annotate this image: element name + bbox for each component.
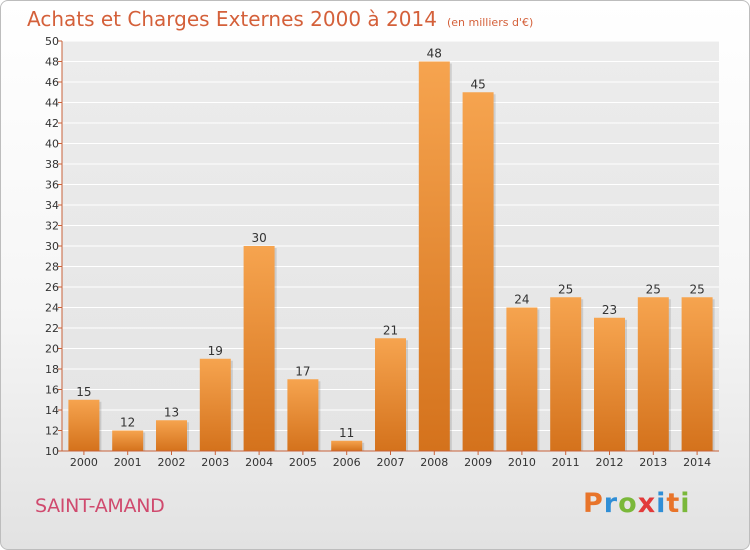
- bar-2002: [156, 420, 187, 451]
- data-label: 13: [164, 405, 179, 419]
- x-tick-label: 2007: [377, 456, 405, 469]
- data-label: 25: [558, 282, 573, 296]
- data-label: 15: [76, 385, 91, 399]
- bar-2009: [462, 92, 494, 451]
- chart-title: Achats et Charges Externes 2000 à 2014 (e…: [27, 7, 533, 31]
- bar-2014: [681, 297, 713, 451]
- data-label: 48: [427, 47, 442, 61]
- data-label: 24: [514, 293, 529, 307]
- x-tick-label: 2011: [552, 456, 580, 469]
- x-tick-label: 2003: [201, 456, 229, 469]
- bar-2000: [68, 399, 100, 451]
- y-tick-label: 42: [45, 117, 59, 130]
- x-tick-label: 2000: [70, 456, 98, 469]
- logo-letter: r: [603, 488, 619, 519]
- y-tick-label: 38: [45, 158, 59, 171]
- x-tick-label: 2005: [289, 456, 317, 469]
- y-tick-label: 20: [45, 343, 59, 356]
- bar-2004: [243, 246, 275, 451]
- x-tick-label: 2006: [333, 456, 361, 469]
- x-tick-label: 2001: [114, 456, 142, 469]
- x-tick-label: 2004: [245, 456, 273, 469]
- axes: 10 12 14 16 18 20 22 24 26 28 30 32 34 36 38 40 42 44 46 48…: [45, 35, 719, 469]
- y-tick-label: 34: [45, 199, 59, 212]
- data-label: 23: [602, 303, 617, 317]
- y-tick-label: 26: [45, 281, 59, 294]
- data-label: 12: [120, 416, 135, 430]
- data-label: 17: [295, 364, 310, 378]
- data-label: 25: [689, 282, 704, 296]
- bar-2001: [112, 430, 144, 451]
- logo-letter: t: [666, 488, 681, 519]
- y-tick-label: 18: [45, 363, 59, 376]
- data-label: 19: [208, 344, 223, 358]
- chart-unit: (en milliers d'€): [446, 16, 534, 29]
- logo-letter: x: [637, 488, 657, 519]
- x-tick-label: 2009: [464, 456, 492, 469]
- bar-2012: [594, 317, 625, 451]
- data-label: 30: [251, 231, 266, 245]
- y-tick-label: 14: [45, 404, 59, 417]
- y-tick-label: 10: [45, 445, 59, 458]
- x-tick-label: 2012: [596, 456, 624, 469]
- logo-letter: i: [680, 488, 691, 519]
- y-tick-label: 24: [45, 302, 59, 315]
- y-tick-label: 48: [45, 56, 59, 69]
- bar-2013: [637, 297, 669, 451]
- x-tick-label: 2013: [639, 456, 667, 469]
- x-tick-label: 2010: [508, 456, 536, 469]
- data-label: 21: [383, 323, 398, 337]
- y-tick-label: 16: [45, 384, 59, 397]
- x-tick-label: 2002: [158, 456, 186, 469]
- y-tick-label: 12: [45, 425, 59, 438]
- bar-2008: [418, 61, 450, 451]
- y-tick-label: 46: [45, 76, 59, 89]
- y-tick-label: 44: [45, 97, 59, 110]
- bar-2003: [199, 358, 231, 451]
- bar-2010: [506, 307, 538, 451]
- y-tick-label: 22: [45, 322, 59, 335]
- data-label: 25: [646, 282, 661, 296]
- logo-letter: P: [583, 488, 604, 519]
- place-name: SAINT-AMAND: [35, 495, 165, 517]
- bars: 15 12 13 19 30 17 11 21 48 45 24 25 23 25 25: [68, 47, 715, 451]
- chart-title-text: Achats et Charges Externes 2000 à 2014: [27, 7, 437, 31]
- logo-letter: o: [618, 488, 638, 519]
- y-tick-label: 28: [45, 261, 59, 274]
- bar-2011: [550, 297, 582, 451]
- data-label: 11: [339, 426, 354, 440]
- bar-2007: [375, 338, 406, 451]
- proxiti-logo: Proxiti: [583, 488, 691, 519]
- y-tick-label: 50: [45, 35, 59, 48]
- y-tick-label: 32: [45, 220, 59, 233]
- y-tick-label: 40: [45, 138, 59, 151]
- logo-letter: i: [656, 488, 667, 519]
- y-tick-label: 36: [45, 179, 59, 192]
- x-tick-label: 2014: [683, 456, 711, 469]
- y-tick-label: 30: [45, 240, 59, 253]
- data-label: 45: [470, 77, 485, 91]
- bar-2005: [287, 379, 319, 451]
- bar-2006: [331, 440, 363, 451]
- x-tick-label: 2008: [420, 456, 448, 469]
